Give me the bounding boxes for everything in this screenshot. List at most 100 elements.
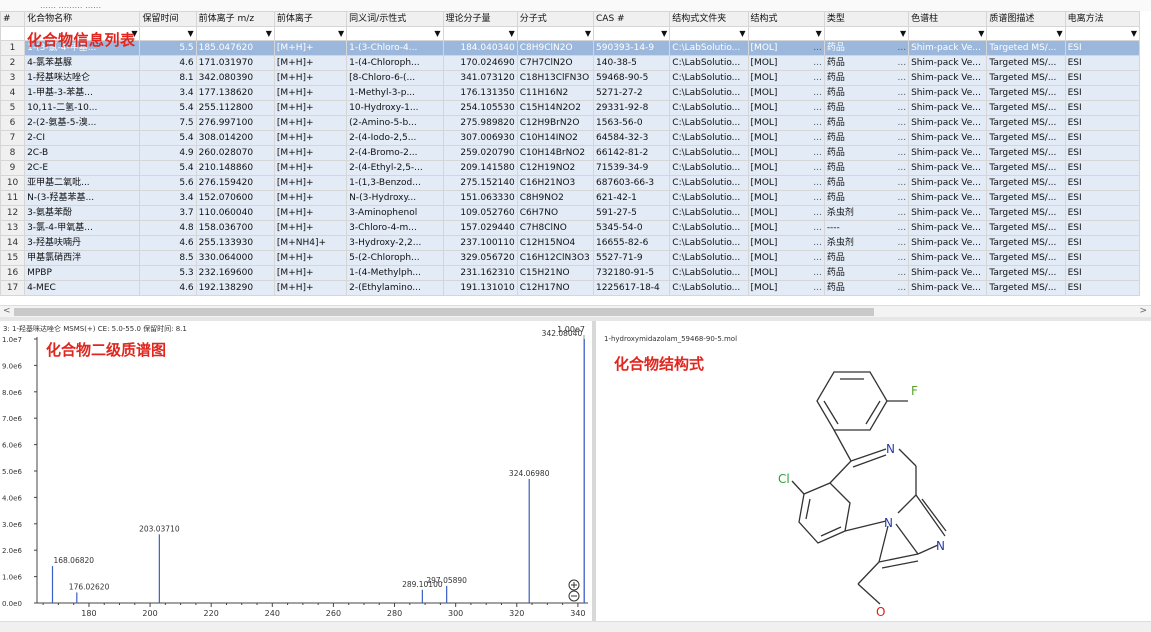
cell-folder[interactable]: C:\LabSolutio... (669, 160, 749, 176)
cell-column[interactable]: Shim-pack Ve... (908, 205, 988, 221)
cell-cas[interactable]: 140-38-5 (593, 55, 671, 71)
table-row[interactable]: 5 10,11-二氢-10... 5.4 255.112800 [M+H]+ 10-Hyd… (0, 100, 1141, 116)
cell-mz[interactable]: 158.036700 (195, 220, 275, 236)
cell-mw[interactable]: 209.141580 (442, 160, 518, 176)
cell-ionmethod[interactable]: ESI (1064, 235, 1141, 251)
cell-struct[interactable]: [MOL]... (747, 205, 825, 221)
cell-ion[interactable]: [M+H]+ (273, 265, 348, 281)
ellipsis-button[interactable]: ... (813, 267, 822, 278)
cell-struct[interactable]: [MOL]... (747, 235, 825, 251)
cell-type[interactable]: 药品... (823, 190, 910, 206)
cell-cas[interactable]: 29331-92-8 (593, 100, 671, 116)
cell-name[interactable]: 1-(3-氯-4-甲基... (24, 40, 141, 56)
ellipsis-button[interactable]: ... (813, 237, 822, 248)
ellipsis-button[interactable]: ... (813, 252, 822, 263)
cell-folder[interactable]: C:\LabSolutio... (669, 265, 749, 281)
ellipsis-button[interactable]: ... (813, 192, 822, 203)
cell-n[interactable]: 4 (0, 85, 26, 101)
cell-ion[interactable]: [M+H]+ (273, 175, 348, 191)
cell-folder[interactable]: C:\LabSolutio... (669, 55, 749, 71)
cell-desc[interactable]: Targeted MS/... (986, 265, 1066, 281)
cell-name[interactable]: 4-氯苯基脲 (24, 55, 141, 71)
cell-cas[interactable]: 64584-32-3 (593, 130, 671, 146)
column-header[interactable]: CAS # (593, 11, 671, 27)
cell-ionmethod[interactable]: ESI (1064, 145, 1141, 161)
vertical-splitter[interactable] (592, 321, 596, 621)
cell-name[interactable]: 2C-E (24, 160, 141, 176)
table-row[interactable]: 10 亚甲基二氧吡... 5.6 276.159420 [M+H]+ 1-(1,3-Ben… (0, 175, 1141, 191)
cell-formula[interactable]: C7H8ClNO (516, 220, 595, 236)
ellipsis-button[interactable]: ... (897, 117, 907, 128)
cell-cas[interactable]: 590393-14-9 (593, 40, 671, 56)
ellipsis-button[interactable]: ... (897, 72, 907, 83)
column-filter[interactable]: ▼ (1064, 26, 1141, 41)
cell-syn[interactable]: [8-Chloro-6-(... (346, 70, 444, 86)
cell-column[interactable]: Shim-pack Ve... (908, 220, 988, 236)
cell-struct[interactable]: [MOL]... (747, 220, 825, 236)
cell-desc[interactable]: Targeted MS/... (986, 85, 1066, 101)
cell-ionmethod[interactable]: ESI (1064, 70, 1141, 86)
cell-syn[interactable]: 1-(4-Chloroph... (346, 55, 444, 71)
cell-column[interactable]: Shim-pack Ve... (908, 250, 988, 266)
table-row[interactable]: 3 1-羟基咪达唑仑 8.1 342.080390 [M+H]+ [8-Chloro-6-… (0, 70, 1141, 86)
cell-desc[interactable]: Targeted MS/... (986, 160, 1066, 176)
cell-n[interactable]: 2 (0, 55, 26, 71)
column-header[interactable]: 同义词/示性式 (346, 11, 444, 27)
cell-mw[interactable]: 329.056720 (442, 250, 518, 266)
cell-rt[interactable]: 4.6 (139, 280, 197, 296)
table-row[interactable]: 17 4-MEC 4.6 192.138290 [M+H]+ 2-(Ethylamino.… (0, 280, 1141, 296)
filter-dropdown-icon[interactable]: ▼ (1130, 29, 1137, 38)
cell-ionmethod[interactable]: ESI (1064, 115, 1141, 131)
cell-folder[interactable]: C:\LabSolutio... (669, 100, 749, 116)
cell-struct[interactable]: [MOL]... (747, 85, 825, 101)
column-header[interactable]: 前体离子 (273, 11, 348, 27)
column-filter[interactable]: ▼ (346, 26, 444, 41)
filter-dropdown-icon[interactable]: ▼ (131, 29, 138, 38)
cell-rt[interactable]: 7.5 (139, 115, 197, 131)
cell-struct[interactable]: [MOL]... (747, 160, 825, 176)
cell-rt[interactable]: 8.5 (139, 250, 197, 266)
cell-type[interactable]: 药品... (823, 55, 910, 71)
cell-struct[interactable]: [MOL]... (747, 250, 825, 266)
column-filter[interactable]: ▼ (516, 26, 595, 41)
cell-column[interactable]: Shim-pack Ve... (908, 40, 988, 56)
cell-rt[interactable]: 4.9 (139, 145, 197, 161)
cell-ion[interactable]: [M+H]+ (273, 250, 348, 266)
cell-folder[interactable]: C:\LabSolutio... (669, 145, 749, 161)
cell-ionmethod[interactable]: ESI (1064, 130, 1141, 146)
ellipsis-button[interactable]: ... (897, 162, 907, 173)
filter-dropdown-icon[interactable]: ▼ (978, 29, 985, 38)
cell-column[interactable]: Shim-pack Ve... (908, 70, 988, 86)
cell-formula[interactable]: C15H14N2O2 (516, 100, 595, 116)
cell-rt[interactable]: 5.4 (139, 130, 197, 146)
cell-rt[interactable]: 4.6 (139, 235, 197, 251)
cell-mw[interactable]: 191.131010 (442, 280, 518, 296)
cell-folder[interactable]: C:\LabSolutio... (669, 280, 749, 296)
cell-syn[interactable]: 3-Aminophenol (346, 205, 444, 221)
cell-mz[interactable]: 260.028070 (195, 145, 275, 161)
cell-cas[interactable]: 71539-34-9 (593, 160, 671, 176)
cell-ionmethod[interactable]: ESI (1064, 160, 1141, 176)
cell-desc[interactable]: Targeted MS/... (986, 100, 1066, 116)
cell-name[interactable]: 4-MEC (24, 280, 141, 296)
cell-name[interactable]: 3-氨基苯酚 (24, 205, 141, 221)
cell-ion[interactable]: [M+H]+ (273, 190, 348, 206)
cell-column[interactable]: Shim-pack Ve... (908, 100, 988, 116)
cell-column[interactable]: Shim-pack Ve... (908, 55, 988, 71)
ellipsis-button[interactable]: ... (897, 42, 907, 53)
ellipsis-button[interactable]: ... (813, 132, 822, 143)
cell-mw[interactable]: 259.020790 (442, 145, 518, 161)
filter-dropdown-icon[interactable]: ▼ (1056, 29, 1063, 38)
cell-rt[interactable]: 5.6 (139, 175, 197, 191)
column-header[interactable]: 色谱柱 (908, 11, 988, 27)
cell-mz[interactable]: 342.080390 (195, 70, 275, 86)
cell-mw[interactable]: 341.073120 (442, 70, 518, 86)
cell-ion[interactable]: [M+H]+ (273, 280, 348, 296)
cell-n[interactable]: 17 (0, 280, 26, 296)
cell-rt[interactable]: 5.5 (139, 40, 197, 56)
cell-type[interactable]: 药品... (823, 85, 910, 101)
cell-type[interactable]: 药品... (823, 175, 910, 191)
cell-formula[interactable]: C16H12ClN3O3 (516, 250, 595, 266)
table-row[interactable]: 4 1-甲基-3-苯基... 3.4 177.138620 [M+H]+ 1-Methyl… (0, 85, 1141, 101)
cell-column[interactable]: Shim-pack Ve... (908, 85, 988, 101)
